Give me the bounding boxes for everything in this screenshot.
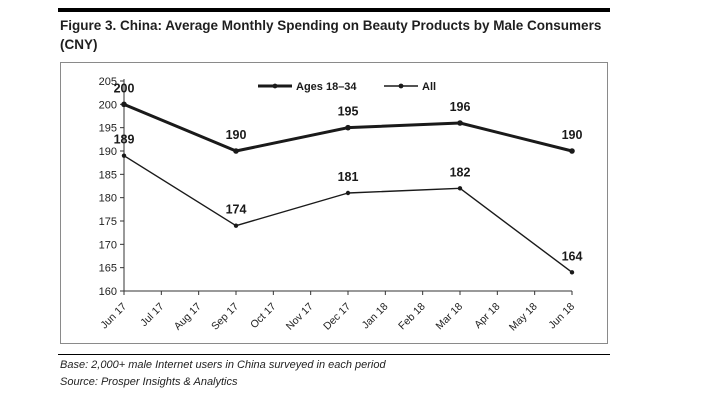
y-tick-label: 195 (99, 123, 117, 135)
series-point-0 (457, 120, 463, 126)
x-tick-label: Aug 17 (172, 301, 204, 333)
series-point-1 (233, 223, 239, 228)
y-tick-label: 160 (99, 286, 117, 298)
footer-rule (58, 354, 610, 355)
series-point-1 (569, 270, 575, 275)
data-label-1: 182 (450, 165, 471, 179)
data-label-0: 195 (338, 105, 359, 119)
legend-label-0: Ages 18–34 (296, 81, 357, 93)
x-tick-label: Oct 17 (248, 301, 278, 331)
series-point-1 (121, 153, 127, 158)
data-label-1: 189 (114, 133, 135, 147)
series-point-0 (569, 148, 575, 154)
data-label-1: 164 (562, 249, 583, 263)
y-tick-label: 175 (99, 216, 117, 228)
x-tick-label: Mar 18 (434, 301, 466, 333)
x-tick-label: Jun 18 (546, 301, 577, 332)
data-label-0: 200 (114, 81, 135, 95)
series-point-0 (121, 101, 127, 108)
data-label-0: 196 (450, 100, 471, 114)
series-point-1 (345, 190, 351, 196)
data-label-0: 190 (226, 128, 247, 142)
x-tick-label: Sep 17 (209, 301, 241, 333)
base-note: Base: 2,000+ male Internet users in Chin… (60, 359, 386, 371)
y-tick-label: 165 (99, 263, 117, 275)
legend-marker-1 (398, 83, 404, 89)
x-tick-label: Jun 17 (98, 301, 129, 332)
source-note: Source: Prosper Insights & Analytics (60, 376, 238, 388)
y-tick-label: 205 (99, 76, 117, 88)
x-tick-label: Nov 17 (284, 301, 316, 333)
x-tick-label: Jan 18 (360, 301, 391, 332)
x-tick-label: Apr 18 (472, 301, 502, 331)
data-label-1: 174 (226, 203, 247, 217)
x-tick-label: Jul 17 (138, 301, 166, 329)
y-tick-label: 190 (99, 146, 117, 158)
legend-label-1: All (422, 81, 436, 93)
legend-marker-0 (272, 83, 278, 89)
series-point-0 (233, 148, 239, 154)
x-tick-label: Feb 18 (396, 301, 428, 333)
x-tick-label: Dec 17 (321, 301, 353, 333)
top-rule (58, 8, 610, 12)
x-tick-label: May 18 (507, 301, 540, 334)
series-point-1 (457, 186, 463, 191)
y-tick-label: 185 (99, 169, 117, 181)
data-label-0: 190 (562, 128, 583, 142)
y-tick-label: 180 (99, 193, 117, 205)
series-point-0 (345, 124, 351, 131)
y-tick-label: 170 (99, 239, 117, 251)
y-tick-label: 200 (99, 99, 117, 111)
data-label-1: 181 (338, 170, 359, 184)
chart-title: Figure 3. China: Average Monthly Spendin… (60, 18, 602, 52)
chart-frame (60, 62, 608, 344)
